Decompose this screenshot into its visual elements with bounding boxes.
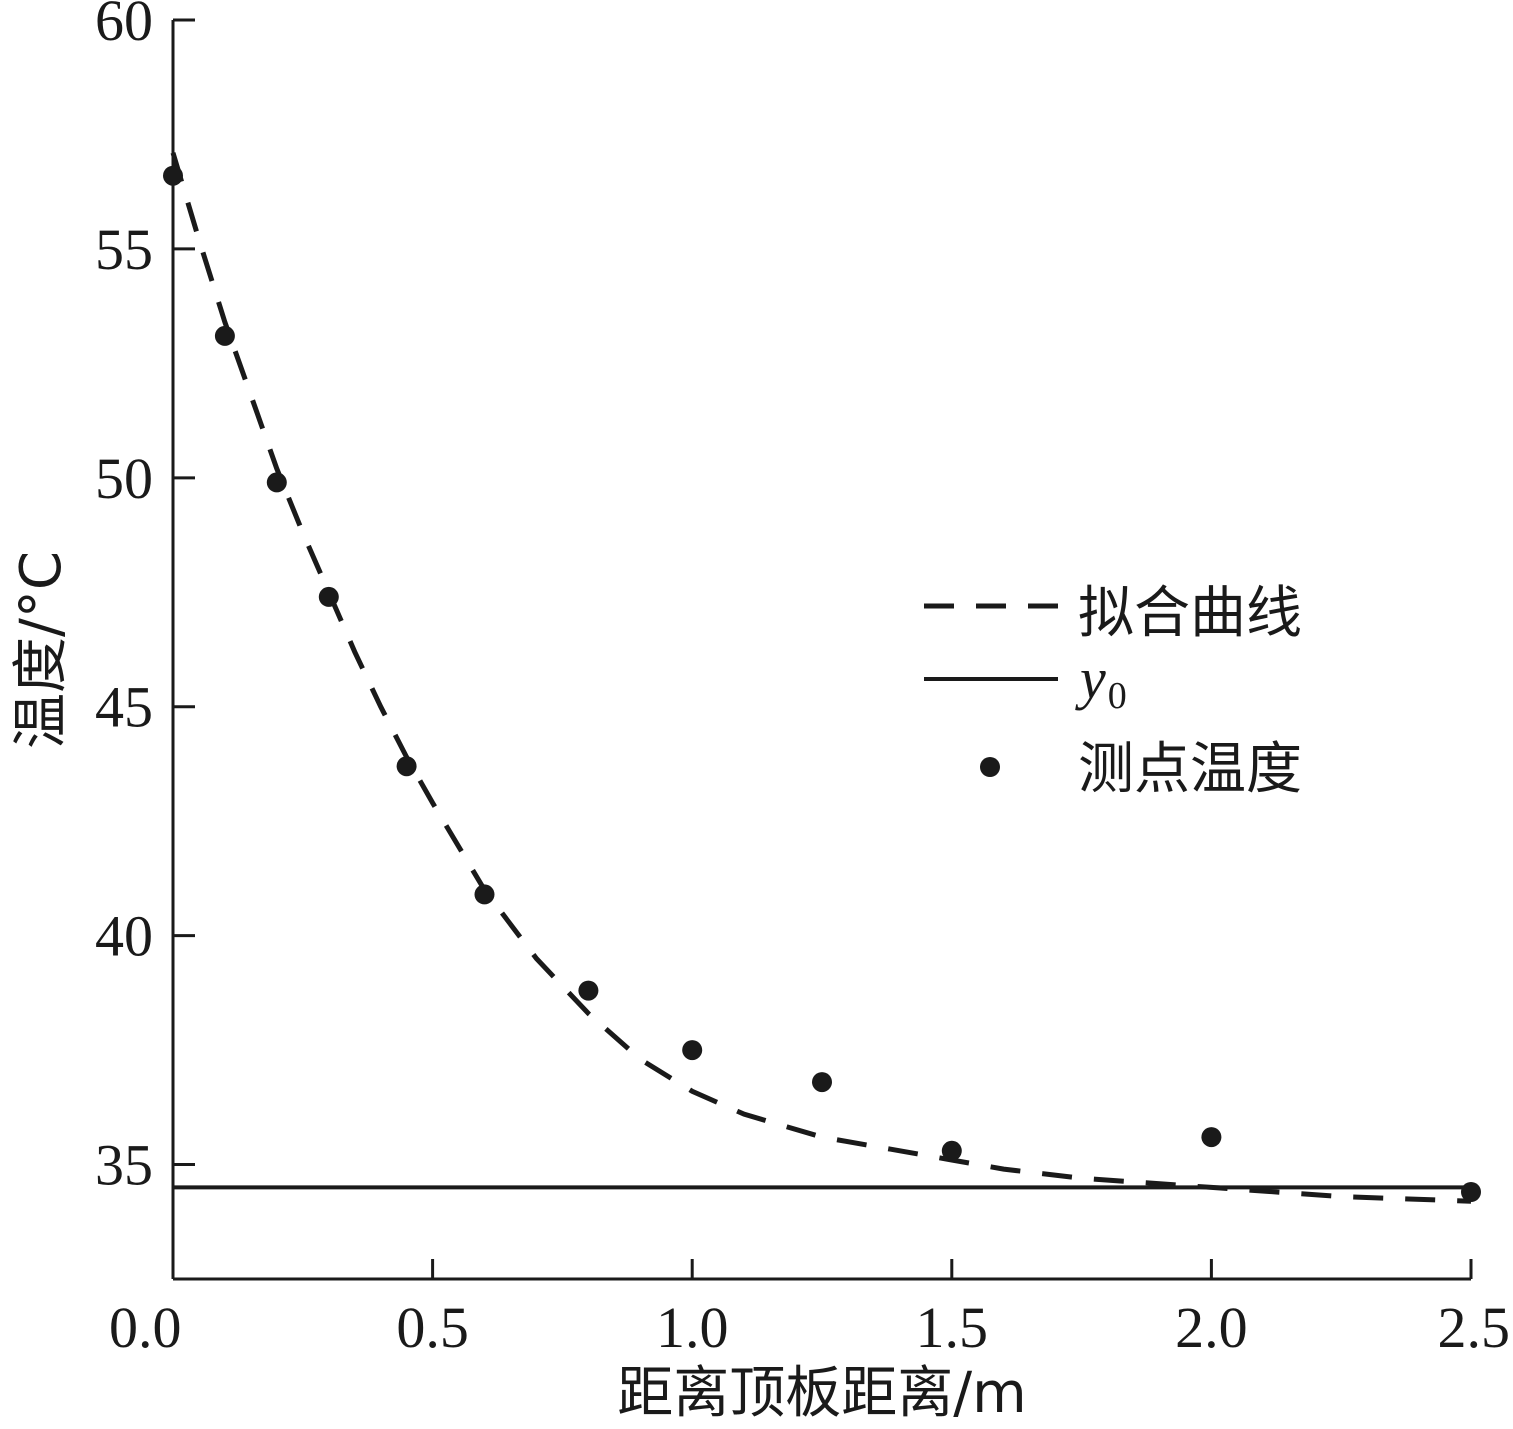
x-tick-label-5: 2.5: [1438, 1295, 1511, 1360]
y-tick-label-5: 60: [95, 0, 153, 53]
y-axis-title: 温度/°C: [9, 551, 74, 749]
data-point-5: [474, 884, 495, 905]
legend-y0-name: y: [1075, 646, 1106, 711]
legend-y0-subscript: 0: [1108, 675, 1127, 717]
x-tick-label-3: 1.5: [916, 1295, 989, 1360]
y-tick-label-3: 50: [95, 446, 153, 511]
data-point-7: [682, 1040, 703, 1061]
legend-point-swatch: [980, 757, 1000, 777]
data-point-6: [578, 980, 599, 1001]
measured-points: [163, 165, 1481, 1202]
data-point-8: [812, 1072, 832, 1093]
axes: [171, 20, 1471, 1281]
data-point-1: [214, 325, 235, 346]
x-axis-title: 距离顶板距离/m: [617, 1361, 1026, 1426]
legend-point-label: 测点温度: [1078, 737, 1302, 802]
legend: 拟合曲线 y0 测点温度: [924, 581, 1302, 802]
x-tick-label-2: 1.0: [656, 1295, 729, 1360]
x-ticks: 0.0 0.5 1.0 1.5 2.0 2.5: [109, 1259, 1510, 1360]
legend-y0-label: y0: [1075, 646, 1127, 717]
legend-fit-label: 拟合曲线: [1078, 581, 1302, 646]
x-tick-label-0: 0.0: [109, 1295, 182, 1360]
y-ticks: 35 40 45 50 55 60: [95, 0, 195, 1198]
data-point-10: [1201, 1127, 1222, 1148]
fit-curve-line: [170, 152, 1472, 1204]
data-point-0: [163, 165, 183, 186]
y-tick-label-4: 55: [95, 217, 153, 282]
y-tick-label-1: 40: [95, 904, 153, 969]
y-tick-label-2: 45: [95, 675, 153, 740]
data-point-9: [941, 1140, 962, 1161]
data-point-4: [396, 756, 417, 777]
data-point-2: [266, 472, 287, 493]
x-tick-label-4: 2.0: [1175, 1295, 1248, 1360]
data-point-11: [1461, 1182, 1481, 1202]
y-tick-label-0: 35: [95, 1133, 153, 1198]
data-point-3: [318, 586, 339, 607]
x-tick-label-1: 0.5: [396, 1295, 469, 1360]
plot-area: [163, 152, 1481, 1204]
